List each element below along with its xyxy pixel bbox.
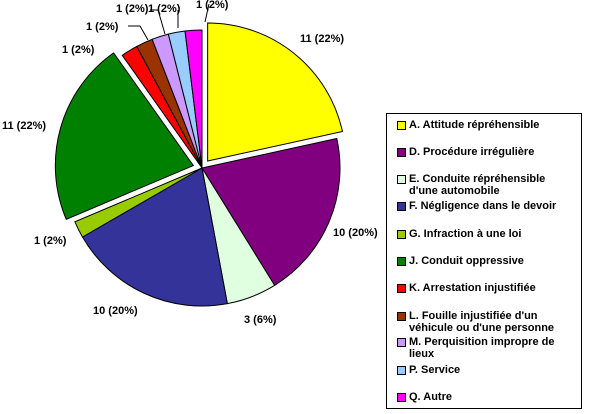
- data-label-4: 1 (2%): [34, 235, 67, 247]
- pie-slice-4: [74, 167, 203, 238]
- data-label-3: 10 (20%): [93, 305, 138, 317]
- legend-label-5: J. Conduit oppressive: [409, 255, 524, 267]
- legend-swatch-7: [397, 312, 406, 321]
- pie-slice-3: [81, 167, 228, 307]
- legend-label-0: A. Attitude répréhensible: [409, 119, 540, 131]
- pie-slice-0: [207, 22, 344, 162]
- pie-slice-10: [184, 29, 203, 169]
- data-label-7: 1 (2%): [86, 21, 119, 33]
- legend-label-1: D. Procédure irrégulière: [409, 146, 535, 158]
- leader-line-7: [128, 25, 149, 41]
- pie-slice-1: [201, 137, 341, 287]
- data-label-5: 11 (22%): [2, 120, 46, 132]
- data-label-9: 1 (2%): [148, 3, 181, 15]
- legend-label-3: F. Négligence dans le devoir: [409, 200, 557, 212]
- legend-label-2: E. Conduite répréhensible d'une automobil…: [409, 173, 546, 197]
- data-label-6: 1 (2%): [62, 44, 95, 56]
- chart-legend: A. Attitude répréhensible D. Procédure ir…: [386, 113, 582, 409]
- legend-label-8: M. Perquisition impropre de lieux: [409, 336, 555, 360]
- legend-swatch-4: [397, 230, 406, 239]
- leader-line-10: [204, 3, 210, 23]
- legend-swatch-3: [397, 202, 406, 211]
- legend-label-10: Q. Autre: [409, 391, 452, 403]
- data-label-8: 1 (2%): [116, 3, 149, 15]
- legend-label-9: P. Service: [409, 364, 461, 376]
- data-label-10: 1 (2%): [196, 0, 229, 11]
- legend-swatch-0: [397, 121, 406, 130]
- data-label-0: 11 (22%): [300, 33, 344, 45]
- legend-swatch-10: [397, 393, 406, 402]
- legend-label-6: K. Arrestation injustifiée: [409, 282, 536, 294]
- pie-slice-5: [54, 52, 195, 220]
- data-label-1: 10 (20%): [333, 227, 378, 239]
- data-label-2: 3 (6%): [244, 314, 277, 326]
- legend-swatch-2: [397, 175, 406, 184]
- legend-swatch-9: [397, 366, 406, 375]
- legend-label-7: L. Fouille injustifiée d'un véhicule ou d…: [409, 310, 555, 334]
- legend-swatch-8: [397, 338, 406, 347]
- legend-label-4: G. Infraction à une loi: [409, 228, 522, 240]
- legend-swatch-1: [397, 148, 406, 157]
- leader-line-8: [150, 9, 166, 35]
- legend-swatch-5: [397, 257, 406, 266]
- legend-swatch-6: [397, 284, 406, 293]
